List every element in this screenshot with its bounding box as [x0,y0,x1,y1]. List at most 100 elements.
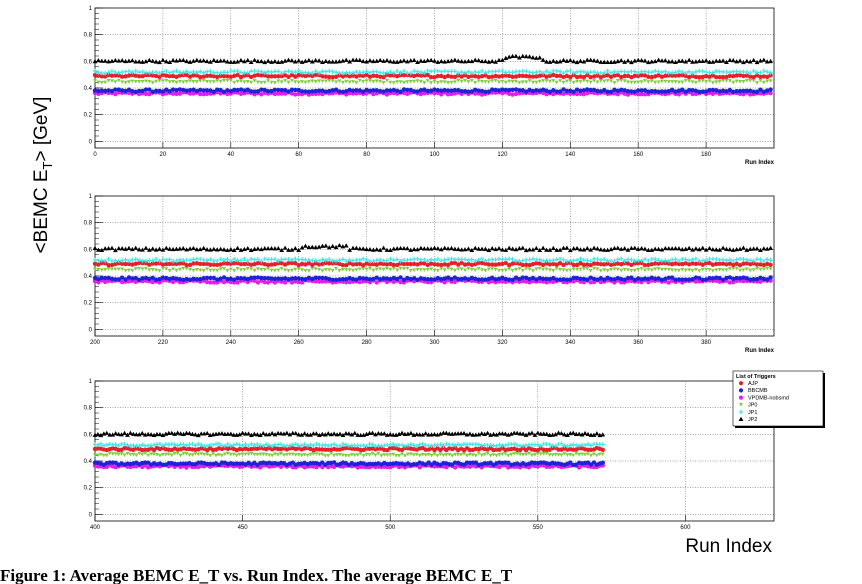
data-point [385,442,390,448]
data-point [231,69,237,74]
data-point [639,277,644,282]
data-point [761,80,766,85]
data-point [411,246,417,252]
data-point [330,79,335,83]
data-point [370,442,375,447]
data-point [327,68,332,74]
data-point [126,268,131,273]
data-point [571,59,577,64]
data-point [429,453,434,458]
data-point [364,261,369,266]
data-point [700,68,705,74]
data-point [401,68,407,74]
data-point [693,267,698,272]
data-point [293,276,298,281]
data-point [109,73,115,78]
data-point [286,260,291,266]
data-point [559,441,564,447]
data-point [126,261,132,267]
data-point [169,430,175,435]
data-point [731,69,736,74]
data-point [540,245,546,250]
x-tick-label: 60 [295,152,302,158]
data-point [347,257,352,263]
data-point [697,279,702,284]
data-point [496,276,502,282]
data-point [553,432,558,437]
data-point [476,74,481,80]
data-point [95,453,100,458]
series-bbcmb [92,87,773,95]
data-point [384,276,390,281]
data-point [479,88,485,94]
data-point [340,80,345,85]
data-point [565,443,570,449]
data-point [625,58,631,63]
data-point [384,258,390,263]
data-point [520,443,526,449]
legend-marker [738,388,744,393]
legend-label: BBCMB [748,388,768,394]
data-point [140,442,145,448]
data-point [414,431,420,437]
data-point [483,58,488,64]
data-point [354,245,359,250]
data-point [381,431,387,436]
data-point [261,443,266,449]
data-point [629,59,634,65]
data-point [642,69,648,74]
data-point [103,268,108,272]
data-point [731,73,736,79]
data-point [513,258,519,264]
data-point [423,442,428,448]
data-point [591,261,597,266]
data-point [262,87,267,93]
x-tick-label: 40 [227,152,234,158]
data-point [714,80,719,84]
data-point [534,267,539,271]
data-point [116,78,121,83]
data-point [581,276,587,282]
data-point [673,70,678,75]
data-point [320,257,325,262]
data-point [279,73,284,79]
data-point [143,87,149,92]
data-point [204,279,210,285]
data-point [520,278,525,284]
data-point [622,91,627,96]
data-point [398,58,403,64]
data-point [228,78,233,83]
data-point [449,276,454,282]
data-point [724,89,729,94]
data-point [700,74,705,80]
data-point [592,266,597,271]
data-point [191,91,196,96]
data-point [384,262,390,267]
data-point [639,246,644,251]
data-point [405,80,410,84]
data-point [376,430,381,436]
data-point [524,80,529,84]
data-point [652,68,658,74]
data-point [401,87,407,92]
data-point [488,442,493,448]
data-point [622,258,627,264]
data-point [666,258,671,264]
data-point [140,276,145,281]
data-point [228,276,233,281]
data-point [170,275,176,281]
y-tick-label: 0.8 [84,33,93,39]
data-point [527,257,532,263]
data-point [523,69,529,74]
data-point [500,90,505,96]
data-point [187,453,192,457]
data-point [567,57,573,63]
data-point [500,57,505,62]
data-point [320,275,325,281]
data-point [517,276,522,282]
data-point [287,432,293,437]
data-point [588,57,594,62]
data-point [466,266,471,271]
data-point [157,453,162,458]
data-point [659,277,665,283]
